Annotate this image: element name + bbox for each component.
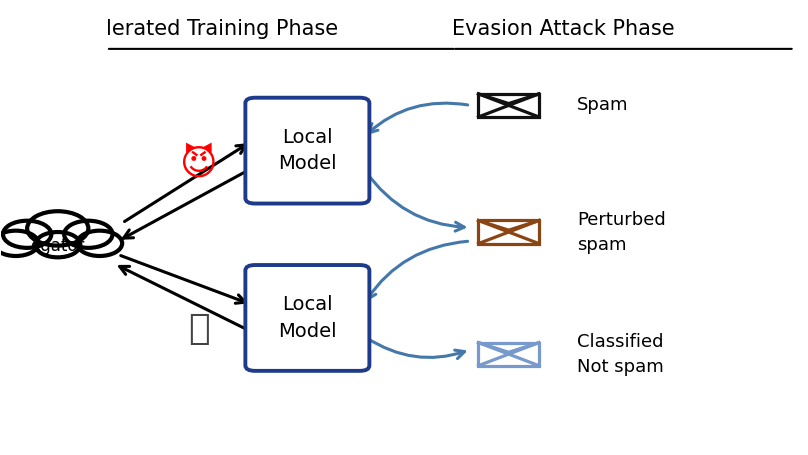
Circle shape [27,211,88,246]
Text: lerated Training Phase: lerated Training Phase [106,20,339,40]
FancyBboxPatch shape [246,265,369,371]
Circle shape [0,231,39,256]
Circle shape [77,231,122,256]
Text: egator: egator [31,237,85,255]
Text: Perturbed
spam: Perturbed spam [577,211,666,253]
Text: Spam: Spam [577,96,629,114]
Text: Local
Model: Local Model [278,128,337,173]
Text: Classified
Not spam: Classified Not spam [577,333,664,376]
Text: Evasion Attack Phase: Evasion Attack Phase [452,20,675,40]
FancyBboxPatch shape [246,98,369,203]
Text: Local
Model: Local Model [278,295,337,341]
Circle shape [3,221,52,248]
Text: 👤: 👤 [187,312,209,346]
Text: 😈: 😈 [180,147,217,182]
Circle shape [36,232,80,258]
Circle shape [64,221,112,248]
